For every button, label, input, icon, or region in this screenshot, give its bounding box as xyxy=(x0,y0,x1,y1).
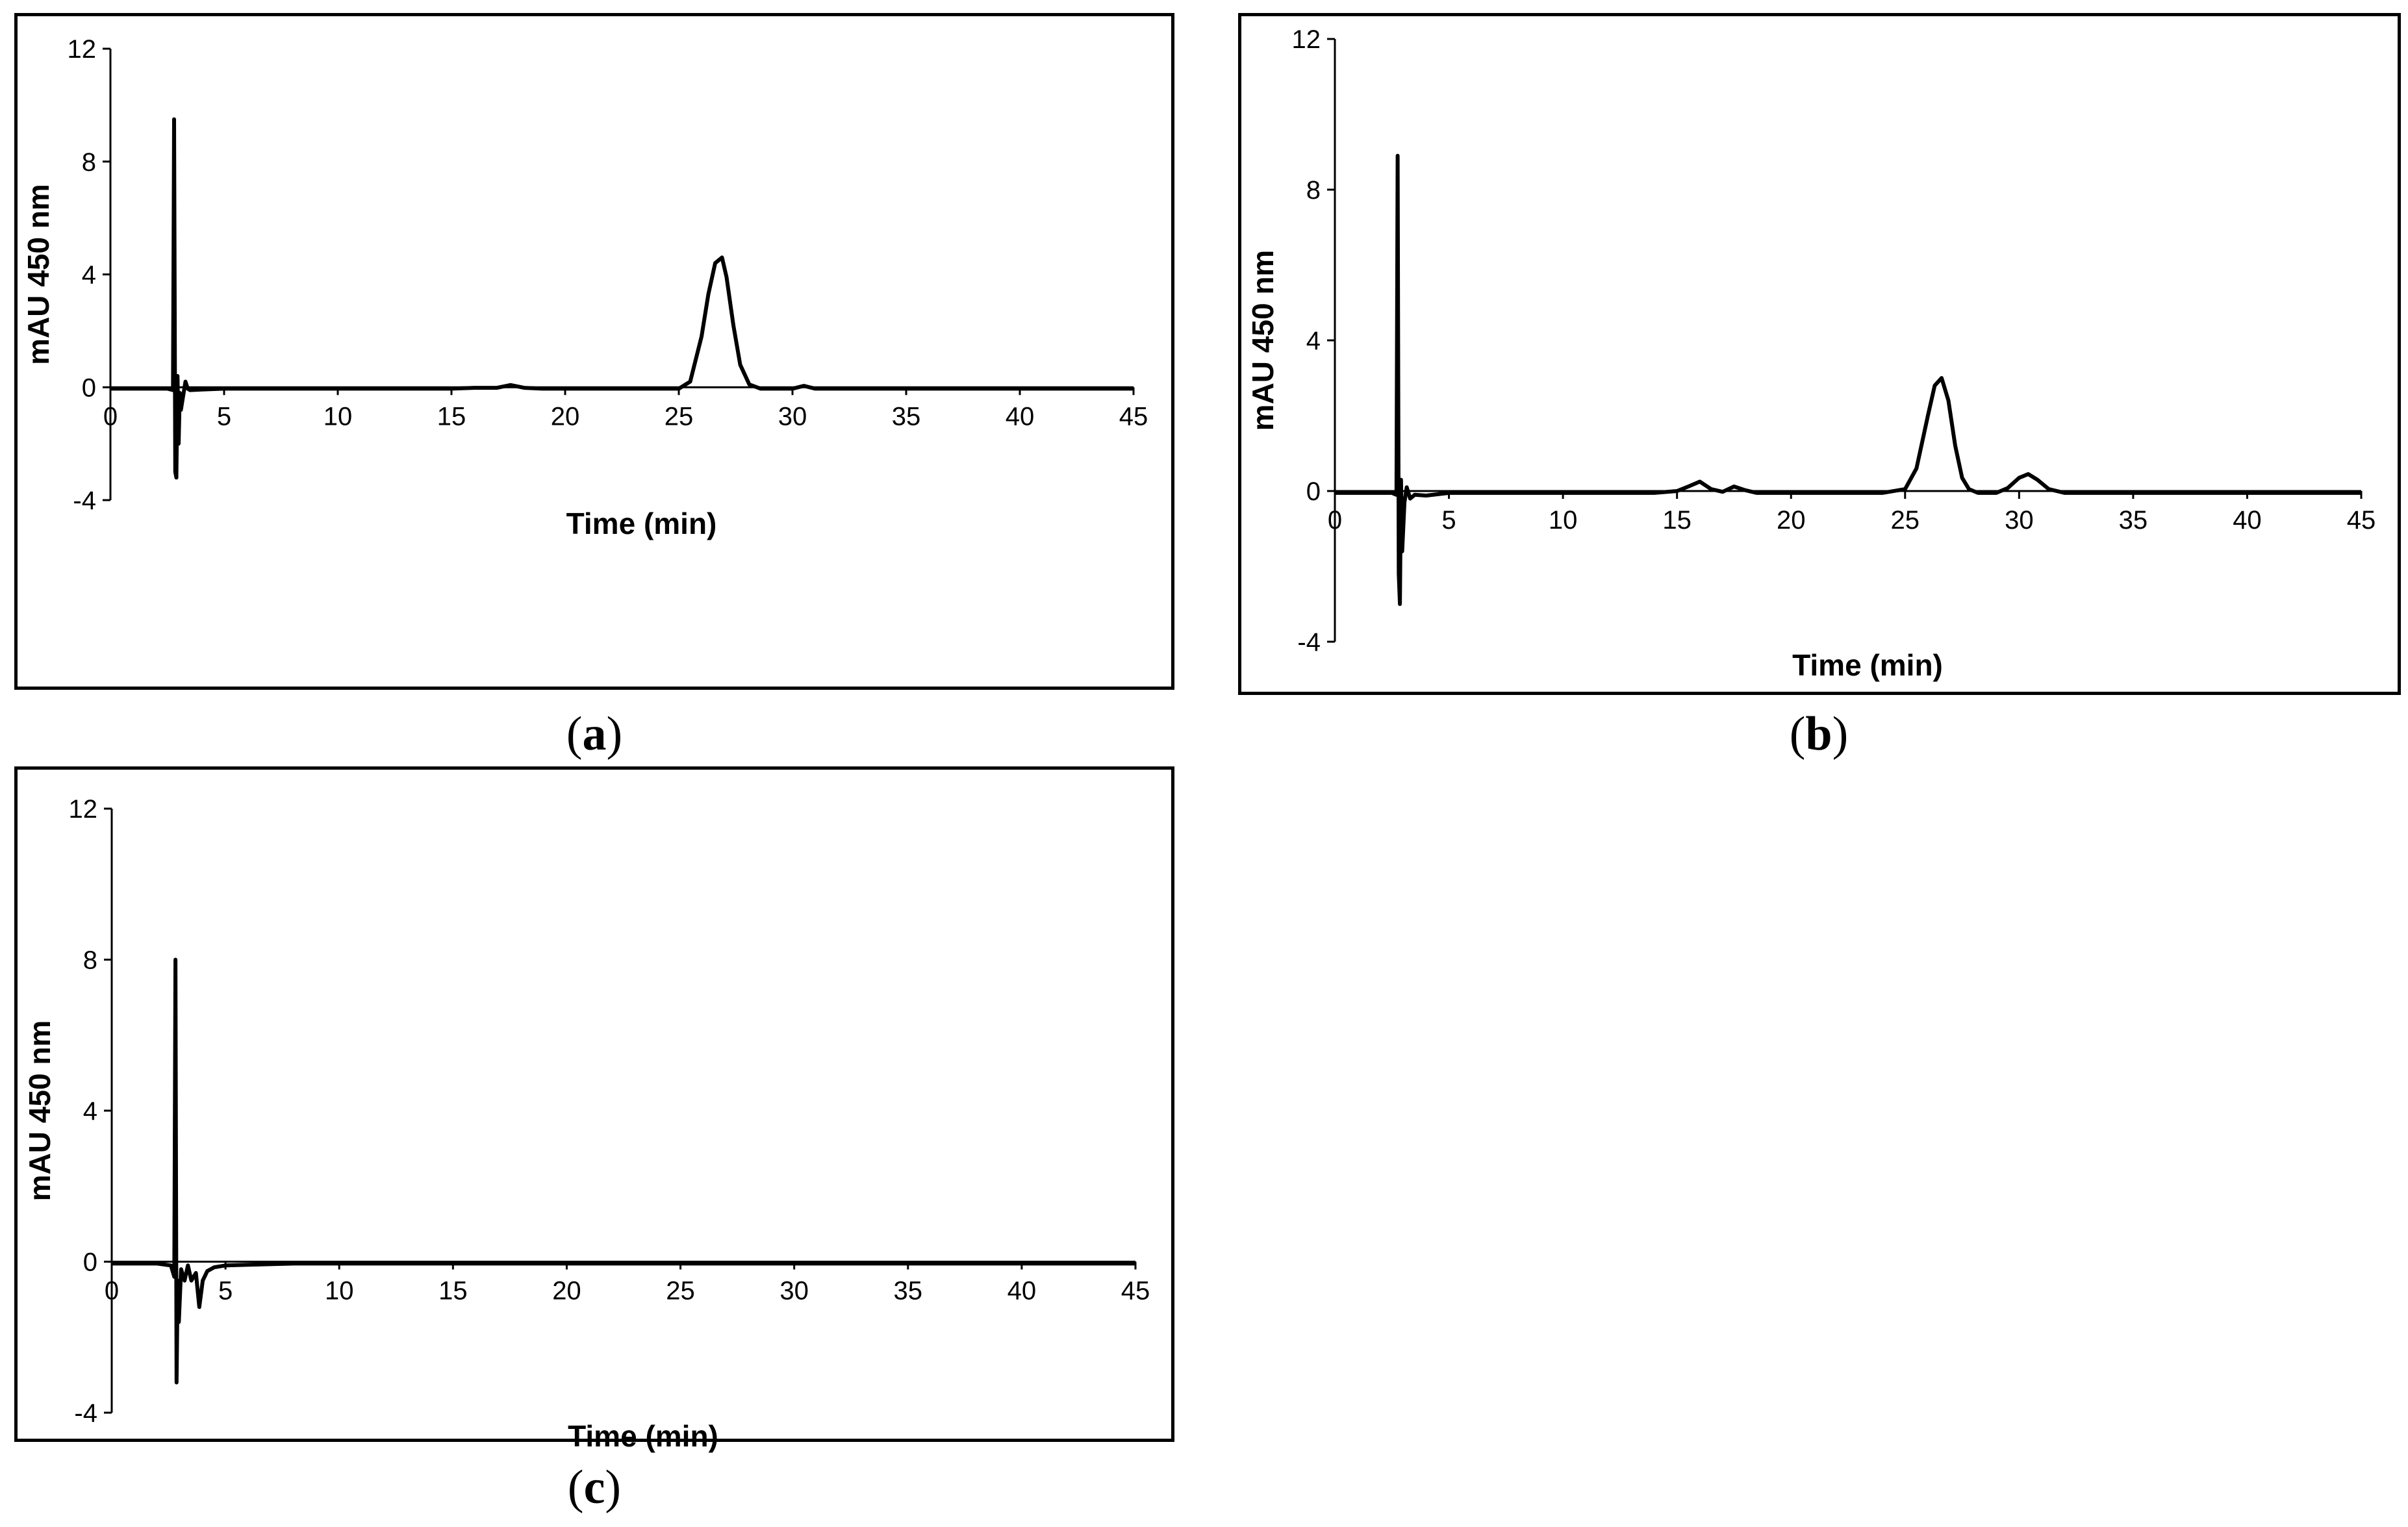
x-tick-label: 20 xyxy=(1777,506,1806,535)
y-tick-label: 8 xyxy=(1306,176,1321,205)
x-tick-label: 20 xyxy=(551,402,580,431)
x-tick-label: 5 xyxy=(218,1277,233,1306)
series-line xyxy=(110,117,1134,480)
x-tick-label: 25 xyxy=(666,1277,695,1306)
y-tick-label: 8 xyxy=(82,148,96,177)
x-tick-label: 30 xyxy=(778,402,807,431)
y-tick-label: 12 xyxy=(68,35,97,64)
x-tick-label: 5 xyxy=(1441,506,1456,535)
chart-panel-a xyxy=(14,13,1174,690)
y-tick-label: 12 xyxy=(1292,25,1321,54)
x-tick-label: 35 xyxy=(894,1277,923,1306)
chart-panel-c xyxy=(14,766,1174,1442)
panel-caption-c: (c) xyxy=(567,1461,622,1514)
y-tick-label: 12 xyxy=(69,795,98,824)
y-axis-title: mAU 450 nm xyxy=(1246,250,1280,431)
x-tick-label: 0 xyxy=(105,1277,119,1306)
panel-label-a: a xyxy=(582,707,607,761)
y-tick-label: -4 xyxy=(1297,628,1321,657)
y-tick-label: 4 xyxy=(82,261,96,290)
x-tick-label: 45 xyxy=(1119,402,1148,431)
x-tick-label: 35 xyxy=(892,402,921,431)
series-line xyxy=(1335,153,2361,606)
y-tick-label: 8 xyxy=(83,946,97,975)
x-tick-label: 45 xyxy=(2347,506,2376,535)
x-tick-label: 10 xyxy=(323,402,353,431)
x-tick-label: 45 xyxy=(1121,1277,1150,1306)
panel-caption-a: (a) xyxy=(566,707,623,761)
y-tick-label: 0 xyxy=(83,1248,97,1277)
x-axis-title: Time (min) xyxy=(568,1419,718,1453)
x-tick-label: 25 xyxy=(665,402,694,431)
chart-panel-b xyxy=(1238,13,2401,695)
y-tick-label: 0 xyxy=(1306,477,1321,506)
x-tick-label: 15 xyxy=(437,402,466,431)
x-tick-label: 15 xyxy=(438,1277,468,1306)
x-axis-title: Time (min) xyxy=(566,507,717,540)
y-axis-title: mAU 450 nm xyxy=(23,1020,57,1202)
x-tick-label: 25 xyxy=(1891,506,1920,535)
x-tick-label: 0 xyxy=(103,402,118,431)
x-tick-label: 0 xyxy=(1328,506,1342,535)
y-tick-label: -4 xyxy=(73,486,96,515)
x-tick-label: 30 xyxy=(779,1277,809,1306)
y-tick-label: 4 xyxy=(83,1097,97,1126)
y-tick-label: -4 xyxy=(74,1399,97,1428)
x-axis-title: Time (min) xyxy=(1792,648,1943,682)
series-line xyxy=(112,957,1135,1385)
x-tick-label: 30 xyxy=(2005,506,2034,535)
y-tick-label: 0 xyxy=(82,373,96,402)
panel-caption-b: (b) xyxy=(1789,707,1849,761)
y-tick-label: 4 xyxy=(1306,327,1321,355)
x-tick-label: 15 xyxy=(1662,506,1692,535)
x-tick-label: 10 xyxy=(1549,506,1578,535)
panel-label-c: c xyxy=(583,1461,605,1514)
x-tick-label: 40 xyxy=(1008,1277,1037,1306)
x-tick-label: 20 xyxy=(552,1277,581,1306)
x-tick-label: 5 xyxy=(217,402,231,431)
y-axis-title: mAU 450 nm xyxy=(21,184,55,365)
panel-label-b: b xyxy=(1805,707,1832,761)
x-tick-label: 10 xyxy=(325,1277,354,1306)
x-tick-label: 40 xyxy=(1006,402,1035,431)
x-tick-label: 40 xyxy=(2233,506,2262,535)
x-tick-label: 35 xyxy=(2119,506,2148,535)
